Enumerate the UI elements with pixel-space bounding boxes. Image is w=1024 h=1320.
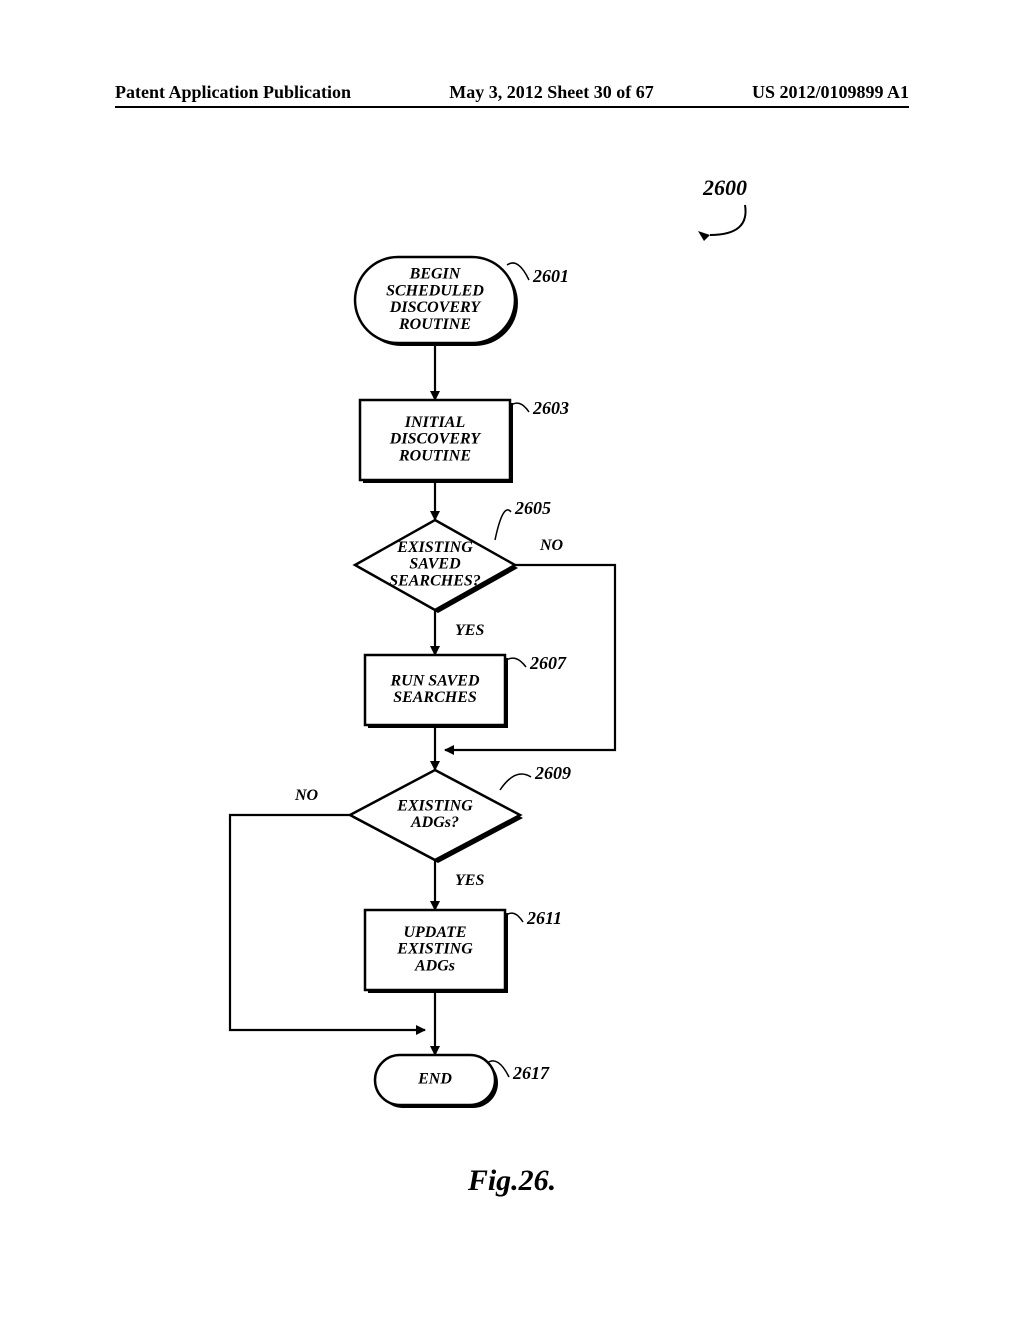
flow-node-label: BEGIN [409,265,462,282]
flowchart-svg: BEGINSCHEDULEDDISCOVERYROUTINEINITIALDIS… [115,150,909,1230]
flow-edge-label: NO [539,537,564,554]
header-right: US 2012/0109899 A1 [752,82,909,103]
ref-label: 2609 [534,763,571,783]
ref-label: 2617 [512,1063,550,1083]
header-left: Patent Application Publication [115,82,351,103]
flow-node-label: EXISTING [396,539,473,556]
flow-node-label: DISCOVERY [389,431,482,448]
figure-area: BEGINSCHEDULEDDISCOVERYROUTINEINITIALDIS… [115,150,909,1240]
flow-node-label: SAVED [409,556,461,573]
flow-node-label: DISCOVERY [389,299,482,316]
flow-node-label: EXISTING [396,797,473,814]
flow-node-label: END [417,1071,452,1088]
flow-node-label: UPDATE [403,924,466,941]
ref-label: 2611 [526,908,562,928]
ref-label: 2601 [532,266,569,286]
flow-node-label: SCHEDULED [386,282,484,299]
flow-node-label: SEARCHES? [389,572,481,589]
flow-edge-label: YES [455,872,484,889]
header-rule [115,106,909,108]
flow-edge-label: NO [294,787,319,804]
labels-layer: BEGINSCHEDULEDDISCOVERYROUTINEINITIALDIS… [294,265,564,1087]
flow-node-label: SEARCHES [393,689,477,706]
flow-node-label: RUN SAVED [389,672,480,689]
ref-label: 2607 [529,653,567,673]
svg-text:2600: 2600 [702,175,747,200]
ref-label: 2603 [532,398,569,418]
flow-node-label: INITIAL [404,414,466,431]
flow-node-label: ADGs? [410,814,459,831]
header-center: May 3, 2012 Sheet 30 of 67 [449,82,653,103]
flow-node-label: EXISTING [396,941,473,958]
flow-edge-label: YES [455,622,484,639]
flow-node-label: ROUTINE [398,447,471,464]
page-header: Patent Application Publication May 3, 20… [115,82,909,103]
figure-caption: Fig.26. [467,1164,556,1197]
overall-ref: 2600 [698,175,747,241]
flow-node-label: ADGs [414,957,455,974]
ref-label: 2605 [514,498,551,518]
patent-page: Patent Application Publication May 3, 20… [0,0,1024,1320]
flow-node-label: ROUTINE [398,316,471,333]
